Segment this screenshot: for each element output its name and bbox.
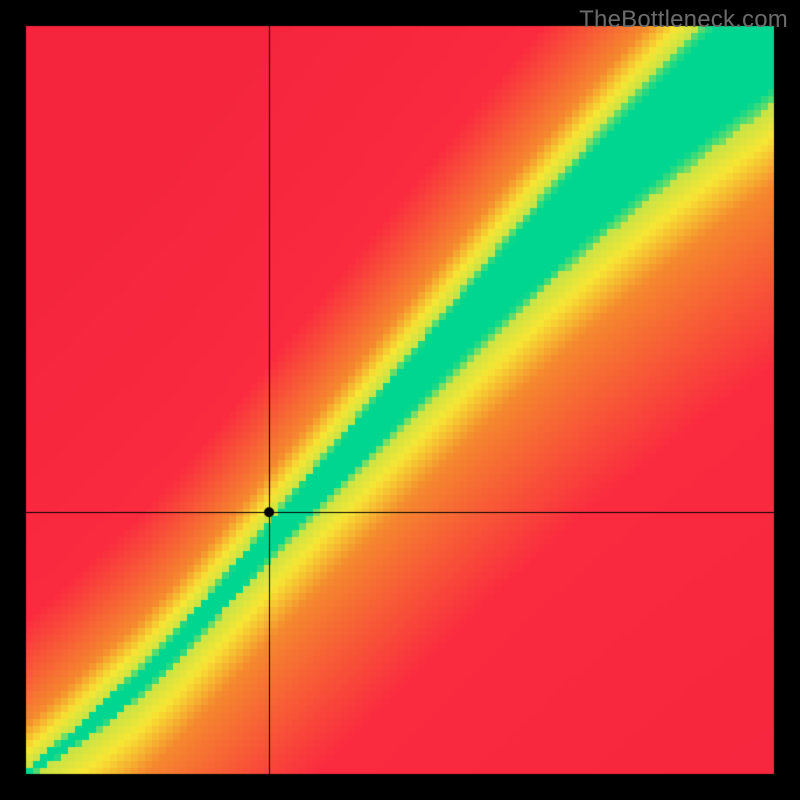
heatmap-canvas-wrap (0, 0, 800, 800)
chart-container: TheBottleneck.com (0, 0, 800, 800)
watermark-text: TheBottleneck.com (579, 6, 788, 34)
heatmap-canvas (0, 0, 800, 800)
